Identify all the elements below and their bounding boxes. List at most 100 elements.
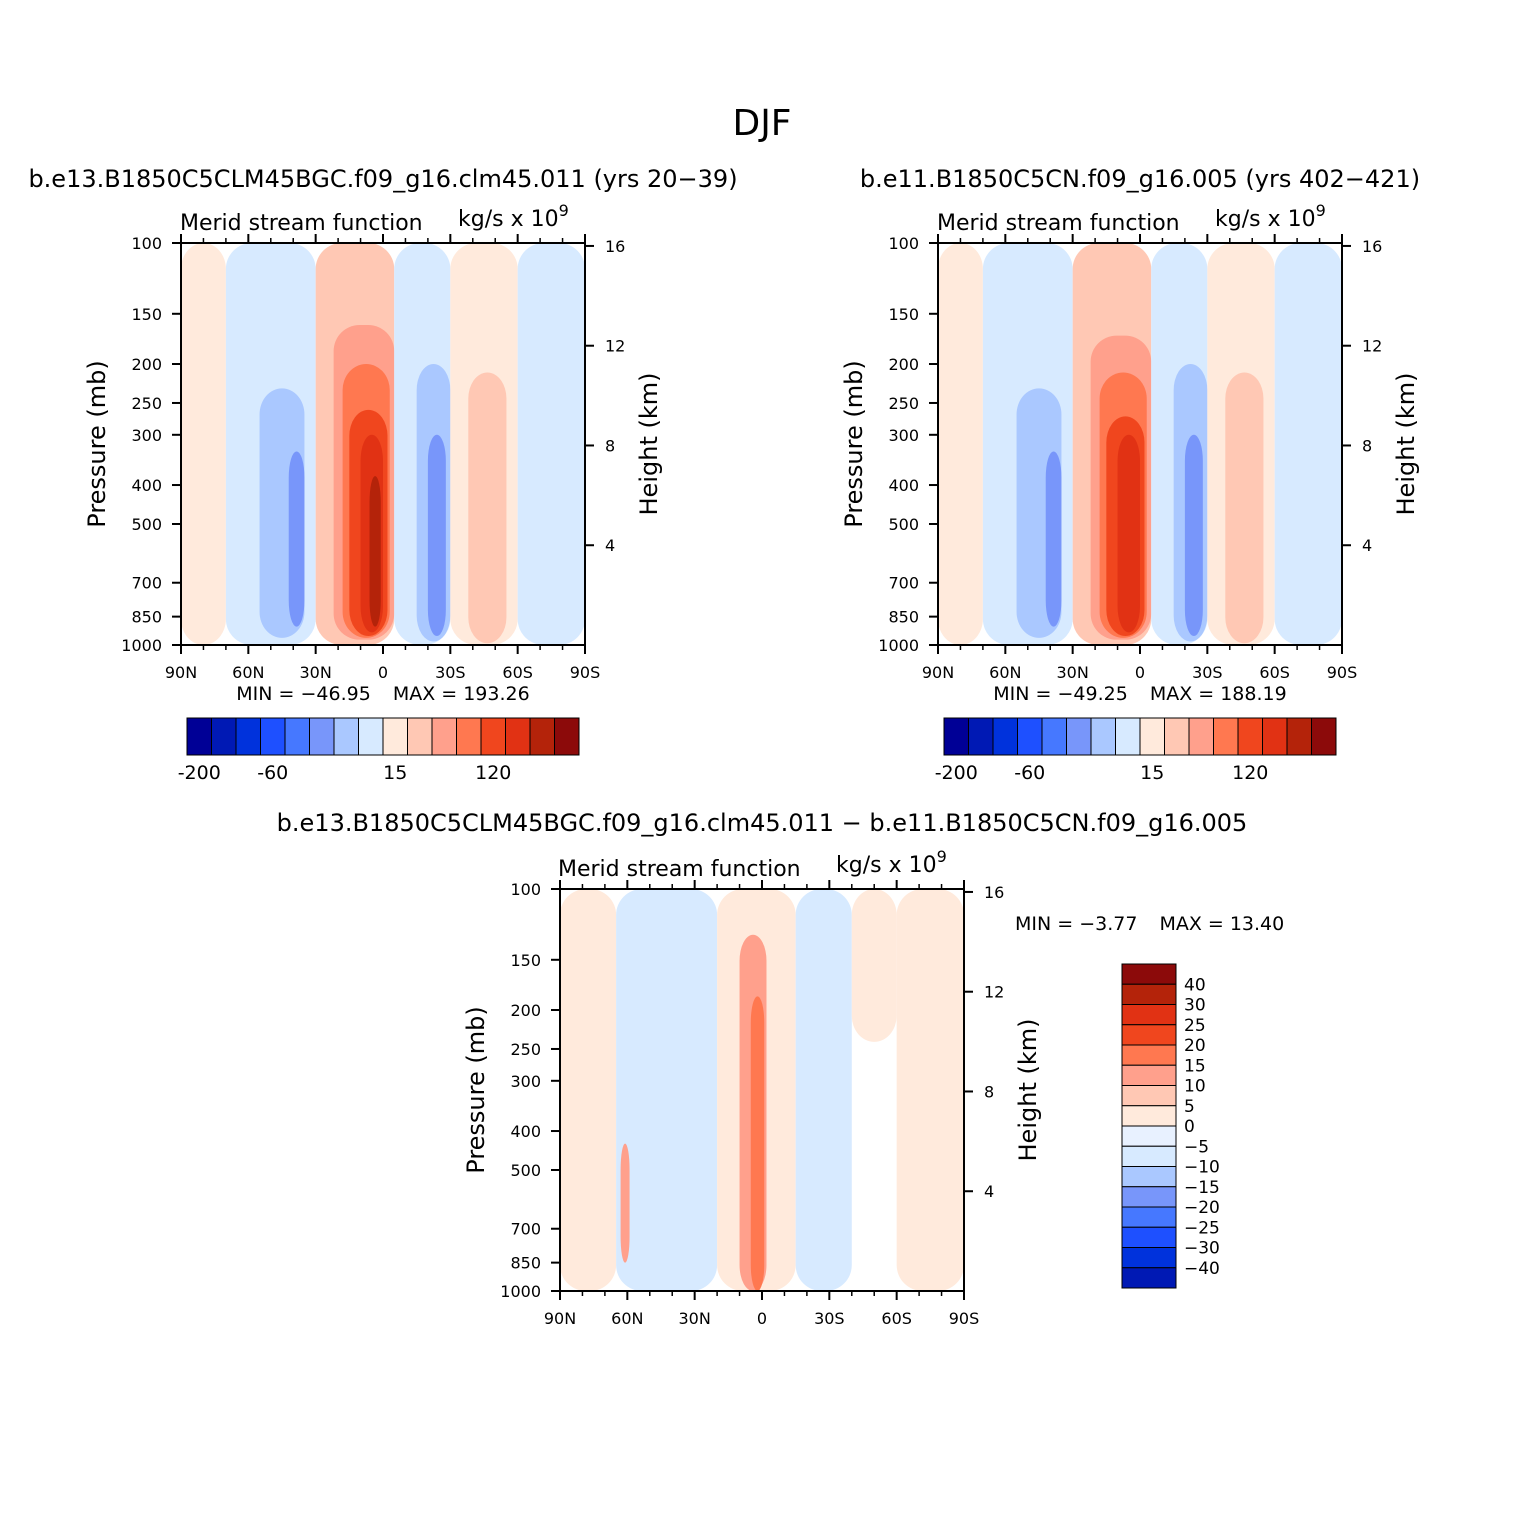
y-tick-label: 850: [888, 608, 919, 627]
min-max-label: MIN = −49.25 MAX = 188.19: [993, 683, 1286, 705]
colorbar-swatch: [1017, 717, 1043, 756]
colorbar-swatch: [1090, 717, 1116, 756]
y-tick-label: 400: [510, 1122, 541, 1141]
y-tick-label: 1000: [878, 636, 919, 655]
colorbar-label: −15: [1184, 1178, 1220, 1198]
colorbar-swatch: [1121, 1226, 1177, 1248]
y2-tick-label: 12: [605, 337, 625, 356]
colorbar-label: -200: [935, 762, 978, 784]
units-label: kg/s x 109: [1215, 201, 1326, 232]
colorbar-swatch: [211, 717, 237, 756]
y-tick-label: 300: [131, 426, 162, 445]
min-max-label: MIN = −3.77 MAX = 13.40: [1015, 913, 1284, 935]
x-tick-label: 30S: [814, 1309, 845, 1328]
contour-region: [517, 243, 585, 645]
y-tick-label: 700: [888, 574, 919, 593]
contour-region: [369, 476, 381, 627]
y-tick-label: 250: [131, 394, 162, 413]
panel-title: b.e13.B1850C5CLM45BGC.f09_g16.clm45.011 …: [277, 809, 1248, 837]
units-label: kg/s x 109: [836, 847, 947, 878]
contour-region: [288, 451, 305, 627]
colorbar-swatch: [505, 717, 531, 756]
colorbar-swatch: [1121, 1125, 1177, 1147]
x-tick-label: 60S: [881, 1309, 912, 1328]
colorbar-swatch: [480, 717, 506, 756]
colorbar-label: −40: [1184, 1259, 1220, 1279]
y2-tick-label: 16: [984, 883, 1004, 902]
colorbar-swatch: [1262, 717, 1288, 756]
colorbar-swatch: [1121, 1044, 1177, 1066]
contour-region: [1126, 485, 1138, 627]
contour-region: [1234, 446, 1253, 640]
y2-axis-label: Height (km): [1392, 373, 1420, 516]
panel-title: b.e11.B1850C5CN.f09_g16.005 (yrs 402−421…: [860, 165, 1420, 193]
colorbar-swatch: [968, 717, 994, 756]
colorbar-swatch: [554, 717, 580, 756]
y-tick-label: 300: [510, 1072, 541, 1091]
colorbar-swatch: [1311, 717, 1337, 756]
colorbar-swatch: [407, 717, 433, 756]
x-tick-label: 60N: [989, 663, 1021, 682]
contour-region: [750, 996, 765, 1291]
y-axis-label: Pressure (mb): [462, 1006, 490, 1173]
colorbar-swatch: [1139, 717, 1165, 756]
x-tick-label: 90S: [570, 663, 601, 682]
colorbar-swatch: [1121, 1206, 1177, 1228]
colorbar-swatch: [1213, 717, 1239, 756]
units-label: kg/s x 109: [458, 201, 569, 232]
contour-region: [620, 1143, 630, 1263]
contour-region: [938, 243, 983, 645]
y-tick-label: 150: [888, 305, 919, 324]
min-max-label: MIN = −46.95 MAX = 193.26: [236, 683, 529, 705]
x-tick-label: 0: [757, 1309, 767, 1328]
y-tick-label: 500: [131, 515, 162, 534]
x-tick-label: 90N: [165, 663, 197, 682]
x-tick-label: 60S: [502, 663, 533, 682]
x-tick-label: 90N: [922, 663, 954, 682]
page-title: DJF: [732, 103, 791, 144]
colorbar-swatch: [309, 717, 335, 756]
x-tick-label: 30N: [1057, 663, 1089, 682]
contour-plot: 100 150 200 250 300 400 500 700 850 1000 16 12 8 4 90N…: [83, 234, 663, 682]
x-tick-label: 0: [378, 663, 388, 682]
colorbar-swatch: [1121, 1166, 1177, 1188]
contour-region: [560, 889, 617, 1291]
y2-tick-label: 4: [605, 536, 615, 555]
y-tick-label: 1000: [121, 636, 162, 655]
y-tick-label: 200: [510, 1001, 541, 1020]
y-tick-label: 400: [131, 476, 162, 495]
contour-region: [181, 243, 226, 645]
colorbar-label: 15: [1184, 1056, 1206, 1076]
y2-tick-label: 8: [605, 436, 615, 455]
y2-axis-label: Height (km): [635, 373, 663, 516]
colorbar-label: 10: [1184, 1077, 1206, 1097]
colorbar-swatch: [1121, 1085, 1177, 1107]
y-tick-label: 700: [510, 1220, 541, 1239]
panel-subtitle: Merid stream function: [180, 211, 423, 236]
y2-tick-label: 4: [984, 1182, 994, 1201]
colorbar-swatch: [333, 717, 359, 756]
colorbar-swatch: [1115, 717, 1141, 756]
colorbar-label: 5: [1184, 1097, 1195, 1117]
x-tick-label: 60S: [1259, 663, 1290, 682]
contour-region: [1274, 243, 1342, 645]
colorbar-swatch: [1164, 717, 1190, 756]
contour-region: [427, 434, 446, 637]
x-tick-label: 30S: [435, 663, 466, 682]
y-tick-label: 100: [888, 234, 919, 253]
colorbar-swatch: [456, 717, 482, 756]
colorbar-label: 25: [1184, 1016, 1206, 1036]
y-tick-label: 200: [888, 355, 919, 374]
colorbar-label: 30: [1184, 996, 1206, 1016]
x-tick-label: 90N: [544, 1309, 576, 1328]
colorbar-swatch: [1121, 1004, 1177, 1026]
y-tick-label: 850: [510, 1254, 541, 1273]
x-tick-label: 30N: [679, 1309, 711, 1328]
colorbar-label: 20: [1184, 1036, 1206, 1056]
panel-difference: b.e13.B1850C5CLM45BGC.f09_g16.clm45.011 …: [277, 809, 1285, 1328]
colorbar-label: −10: [1184, 1158, 1220, 1178]
panel-title: b.e13.B1850C5CLM45BGC.f09_g16.clm45.011 …: [28, 165, 737, 193]
y-tick-label: 200: [131, 355, 162, 374]
colorbar-swatch: [1121, 1024, 1177, 1046]
